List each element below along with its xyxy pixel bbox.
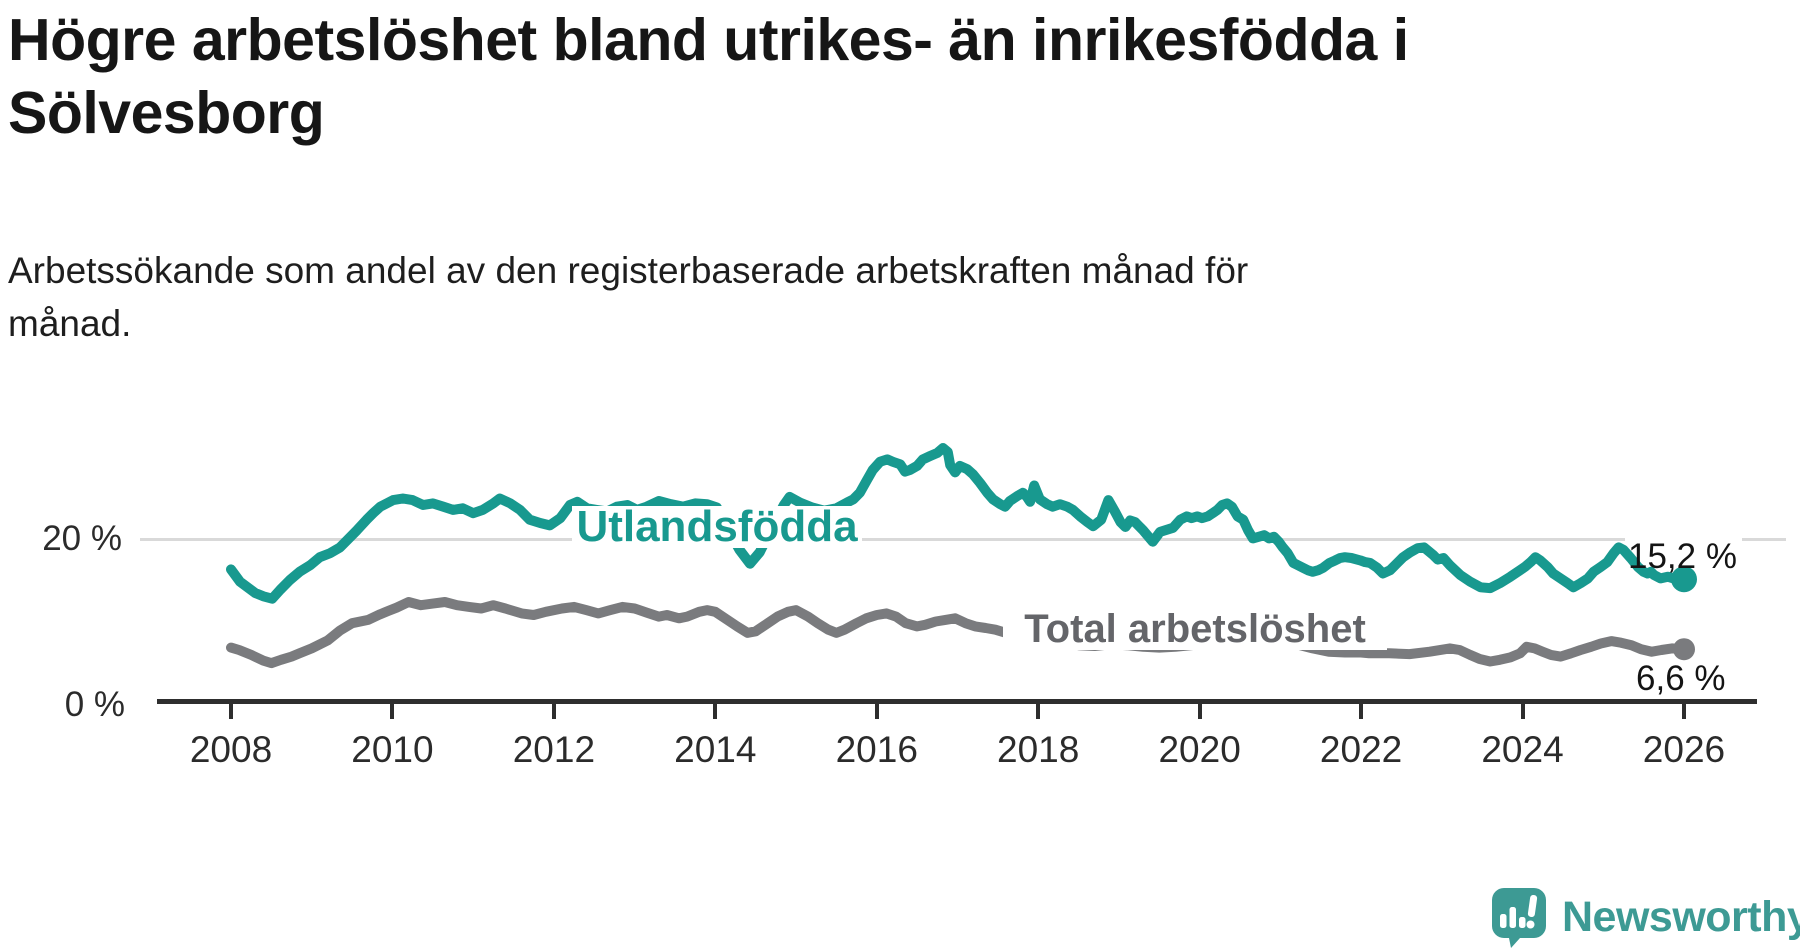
- x-tick-label-2024: 2024: [1481, 729, 1564, 770]
- x-tick-2008: [229, 704, 233, 719]
- x-tick-2024: [1520, 704, 1525, 719]
- bar-2: [1509, 907, 1516, 928]
- title-line-2: Sölvesborg: [8, 80, 325, 146]
- exclamation-dot: [1526, 920, 1535, 929]
- end-value-label-utlandsfodda: 15,2 %: [1628, 537, 1737, 576]
- x-tick-2026: [1681, 704, 1686, 719]
- y-axis-label-20: 20 %: [42, 519, 122, 558]
- title-line-1: Högre arbetslöshet bland utrikes- än inr…: [8, 7, 1409, 73]
- newsworthy-logo-icon: [1492, 888, 1546, 948]
- x-tick-2016: [874, 704, 879, 719]
- series-label-utlandsfodda: Utlandsfödda: [572, 505, 862, 549]
- subtitle-line-1: Arbetssökande som andel av den registerb…: [8, 250, 1249, 291]
- page-title: Högre arbetslöshet bland utrikes- än inr…: [8, 4, 1648, 150]
- series-label-total: Total arbetslöshet: [1003, 608, 1387, 650]
- series-total-end-dot: [1673, 638, 1695, 661]
- x-tick-2020: [1197, 704, 1202, 719]
- x-tick-label-2012: 2012: [512, 729, 596, 770]
- x-tick-2022: [1359, 704, 1364, 719]
- x-tick-label-2020: 2020: [1158, 729, 1241, 770]
- x-tick-label-2022: 2022: [1319, 729, 1403, 770]
- end-value-label-total: 6,6 %: [1636, 659, 1726, 698]
- series-utlandsfodda-end-dot: [1671, 566, 1697, 593]
- x-tick-label-2018: 2018: [997, 729, 1080, 770]
- bar-1: [1500, 914, 1507, 928]
- x-axis-line: [157, 699, 1757, 704]
- x-tick-label-2016: 2016: [835, 729, 918, 770]
- chart-subtitle: Arbetssökande som andel av den registerb…: [8, 244, 1508, 350]
- newsworthy-logo-text: Newsworthy: [1562, 892, 1800, 941]
- gridline-20pct-stub: [1742, 538, 1786, 541]
- x-tick-label-2008: 2008: [189, 729, 273, 770]
- x-tick-label-2026: 2026: [1642, 729, 1726, 770]
- bar-3: [1519, 917, 1526, 928]
- gridline-20pct: [140, 538, 1625, 541]
- y-axis-label-0: 0 %: [64, 685, 125, 724]
- exclamation-bar: [1527, 895, 1538, 917]
- x-tick-2018: [1036, 704, 1041, 719]
- newsworthy-logo: Newsworthy: [1490, 886, 1800, 948]
- series-total-line: [226, 597, 1695, 669]
- x-tick-2010: [390, 704, 395, 719]
- x-tick-2014: [713, 704, 718, 719]
- x-tick-2012: [551, 704, 556, 719]
- x-tick-label-2014: 2014: [674, 729, 757, 770]
- x-tick-label-2010: 2010: [351, 729, 434, 770]
- series-utlandsfodda-line: [226, 443, 1697, 604]
- subtitle-line-2: månad.: [8, 303, 132, 344]
